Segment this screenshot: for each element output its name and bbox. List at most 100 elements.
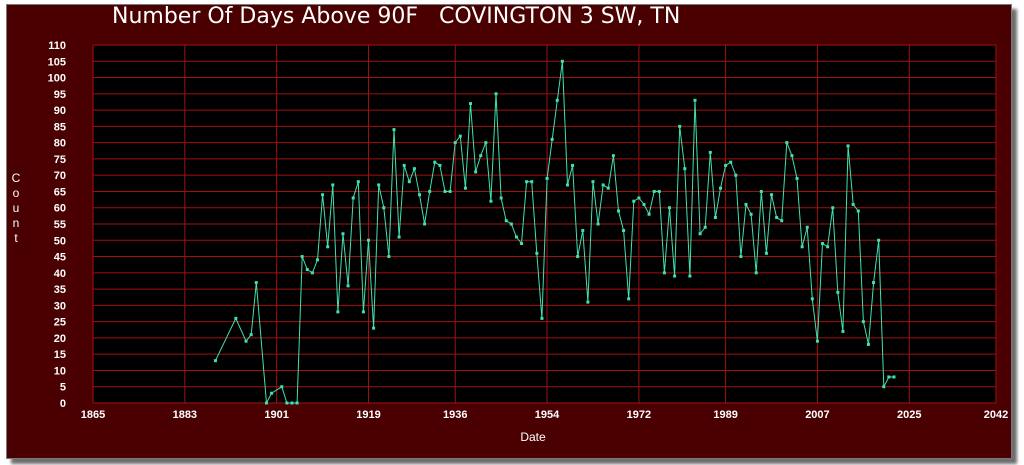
x-axis-title: Date — [520, 430, 546, 444]
y-tick-label: 55 — [54, 219, 66, 231]
data-point — [724, 163, 728, 167]
data-point — [321, 193, 325, 197]
data-point — [683, 167, 687, 171]
y-tick-label: 80 — [54, 138, 66, 150]
data-point — [387, 255, 391, 259]
data-point — [678, 124, 682, 128]
data-point — [759, 189, 763, 193]
y-axis-title-letter: n — [13, 216, 20, 230]
data-point — [412, 167, 416, 171]
x-tick-label: 1865 — [81, 409, 105, 421]
data-point — [851, 202, 855, 206]
y-tick-label: 30 — [54, 300, 66, 312]
data-point — [479, 154, 483, 158]
chart-title: Number Of Days Above 90F COVINGTON 3 SW,… — [112, 4, 681, 29]
data-point — [627, 297, 631, 301]
data-point — [810, 297, 814, 301]
data-point — [826, 245, 830, 249]
data-point — [667, 206, 671, 210]
data-point — [637, 196, 641, 200]
data-point — [708, 150, 712, 154]
data-point — [525, 180, 529, 184]
data-point — [310, 271, 314, 275]
data-point — [300, 255, 304, 259]
data-point — [535, 251, 539, 255]
data-point — [290, 401, 294, 405]
data-point — [642, 202, 646, 206]
data-point — [351, 196, 355, 200]
data-point — [565, 183, 569, 187]
data-point — [775, 215, 779, 219]
data-point — [382, 206, 386, 210]
data-point — [729, 160, 733, 164]
data-point — [433, 160, 437, 164]
data-point — [652, 189, 656, 193]
data-point — [509, 222, 513, 226]
data-point — [402, 163, 406, 167]
data-point — [734, 173, 738, 177]
data-point — [213, 359, 217, 363]
y-tick-label: 90 — [54, 105, 66, 117]
y-tick-label: 35 — [54, 284, 66, 296]
data-point — [805, 225, 809, 229]
data-point — [448, 189, 452, 193]
data-point — [856, 209, 860, 213]
series-points — [213, 59, 896, 405]
data-point — [326, 245, 330, 249]
data-point — [520, 242, 524, 246]
data-point — [836, 290, 840, 294]
data-point — [443, 189, 447, 193]
data-point — [887, 375, 891, 379]
data-point — [453, 141, 457, 145]
x-tick-label: 1936 — [443, 409, 467, 421]
data-point — [458, 134, 462, 138]
y-tick-label: 70 — [54, 170, 66, 182]
y-axis-title-letter: o — [13, 186, 20, 200]
data-point — [581, 229, 585, 233]
data-point — [754, 271, 758, 275]
data-point — [662, 271, 666, 275]
data-point — [866, 342, 870, 346]
data-point — [264, 401, 268, 405]
data-point — [693, 98, 697, 102]
data-point — [596, 222, 600, 226]
data-point — [790, 154, 794, 158]
data-point — [469, 102, 473, 106]
y-tick-label: 75 — [54, 154, 66, 166]
data-point — [280, 385, 284, 389]
data-point — [555, 98, 559, 102]
data-point — [254, 281, 258, 285]
data-point — [601, 183, 605, 187]
y-tick-label: 110 — [48, 40, 66, 52]
y-tick-label: 60 — [54, 203, 66, 215]
data-point — [571, 163, 575, 167]
data-point — [514, 235, 518, 239]
data-point — [846, 144, 850, 148]
x-tick-label: 1919 — [356, 409, 380, 421]
data-point — [657, 189, 661, 193]
data-point — [703, 225, 707, 229]
data-point — [545, 176, 549, 180]
data-point — [749, 212, 753, 216]
data-point — [270, 391, 274, 395]
y-tick-label: 85 — [54, 121, 66, 133]
x-tick-label: 2042 — [984, 409, 1008, 421]
data-point — [346, 284, 350, 288]
data-point — [841, 329, 845, 333]
data-point — [713, 215, 717, 219]
data-point — [341, 232, 345, 236]
data-point — [499, 196, 503, 200]
data-point — [800, 245, 804, 249]
y-axis-ticks: 0 5 10 15 20 25 30 35 40 45 50 55 60 65 70 75 80 85 90 95 10… — [48, 40, 66, 410]
y-tick-label: 50 — [54, 235, 66, 247]
data-point — [576, 255, 580, 259]
data-point — [831, 206, 835, 210]
y-tick-label: 0 — [60, 398, 66, 410]
data-point — [744, 202, 748, 206]
data-point — [244, 339, 248, 343]
data-point — [821, 242, 825, 246]
data-point — [892, 375, 896, 379]
data-point — [882, 385, 886, 389]
data-point — [484, 141, 488, 145]
